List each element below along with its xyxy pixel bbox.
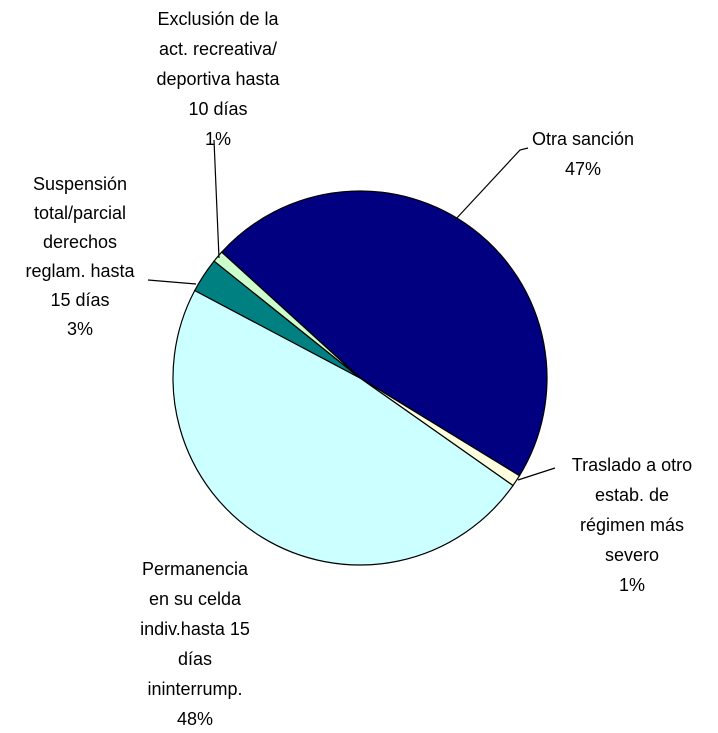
leader-line bbox=[454, 147, 529, 221]
slice-label-line: severo bbox=[605, 545, 659, 565]
slice-label-line: régimen más bbox=[580, 515, 684, 535]
leader-line bbox=[517, 467, 556, 481]
leader-line bbox=[147, 279, 197, 285]
slice-label-line: indiv.hasta 15 bbox=[140, 619, 250, 639]
slice-label: Otra sanción 47% bbox=[532, 129, 634, 179]
slice-label-line: total/parcial bbox=[34, 203, 126, 223]
value-label: 3% bbox=[67, 319, 93, 339]
slice-label-line: deportiva hasta bbox=[156, 69, 280, 89]
pie-slice bbox=[220, 190, 548, 477]
slice-label-line: 15 días bbox=[50, 290, 109, 310]
slice-label-line: 10 días bbox=[188, 99, 247, 119]
slice-label-line: Suspensión bbox=[33, 174, 127, 194]
slice-label: Traslado a otro estab. de régimen más sever… bbox=[572, 455, 692, 595]
slice-label-line: derechos bbox=[43, 232, 117, 252]
slice-label-line: ininterrump. bbox=[147, 679, 242, 699]
pie bbox=[172, 190, 548, 566]
slice-label: Exclusión de la act. recreativa/deportiva… bbox=[156, 9, 280, 149]
slice-label-line: Exclusión de la bbox=[157, 9, 279, 29]
slice-label-line: Traslado a otro bbox=[572, 455, 692, 475]
value-label: 48% bbox=[177, 709, 213, 729]
value-label: 1% bbox=[205, 129, 231, 149]
slice-label: Permanencia en su celda indiv.hasta 15 días… bbox=[140, 559, 250, 729]
slice-label-line: reglam. hasta bbox=[25, 261, 135, 281]
slice-label-line: en su celda bbox=[149, 589, 242, 609]
slice-label-line: Otra sanción bbox=[532, 129, 634, 149]
slice-label-line: días bbox=[178, 649, 212, 669]
value-label: 47% bbox=[565, 159, 601, 179]
slice-label-line: estab. de bbox=[595, 485, 669, 505]
value-label: 1% bbox=[619, 575, 645, 595]
leader-line bbox=[213, 139, 220, 259]
pie-slice bbox=[172, 289, 514, 566]
slice-label-line: act. recreativa/ bbox=[159, 39, 277, 59]
pie-slice bbox=[213, 251, 361, 379]
slice-label-line: Permanencia bbox=[142, 559, 249, 579]
slice-label: Suspensión total/parcial derechos reglam. h… bbox=[25, 174, 135, 339]
